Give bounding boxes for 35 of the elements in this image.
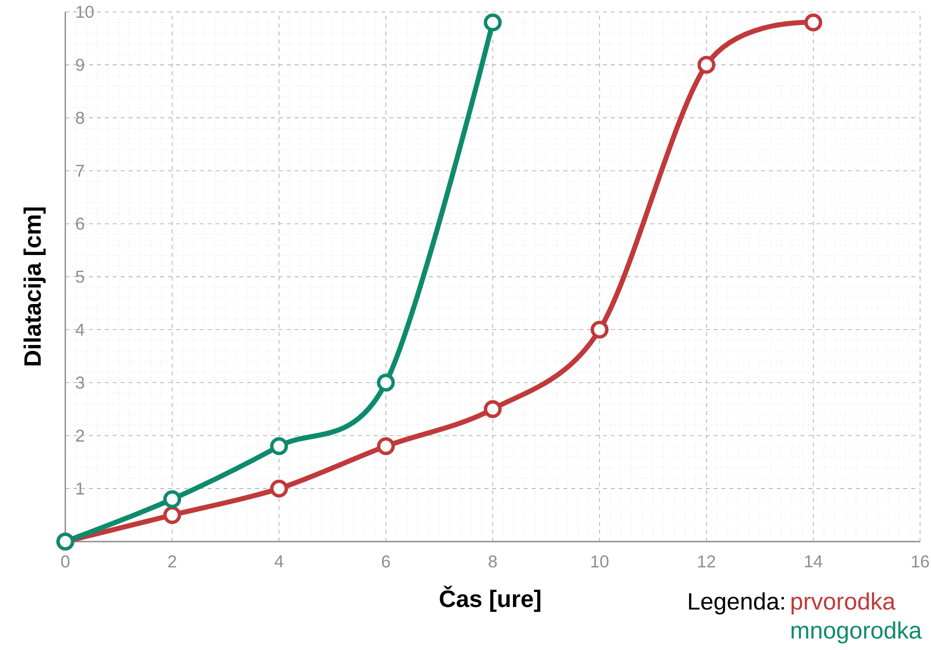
y-tick-label: 7: [76, 164, 84, 177]
x-tick-label: 8: [488, 555, 497, 568]
point: [697, 56, 716, 74]
x-tick-label: 10: [591, 555, 608, 568]
y-tick-label: 3: [76, 376, 84, 389]
x-tick-label: 4: [274, 555, 284, 568]
point: [163, 506, 182, 524]
y-tick-label: 10: [76, 6, 94, 18]
y-tick-label: 8: [76, 112, 84, 124]
y-axis-title: Dilatacija [cm]: [24, 207, 46, 366]
x-tick-label: 16: [912, 555, 929, 568]
point: [270, 437, 288, 456]
legend-title: Legenda:: [689, 592, 784, 614]
point: [163, 490, 182, 508]
x-tick-label: 12: [698, 555, 716, 568]
y-tick-label: 5: [76, 270, 84, 283]
y-tick-label: 2: [76, 430, 84, 442]
x-tick-label: 0: [61, 555, 70, 568]
x-tick-label: 6: [382, 555, 390, 568]
y-tick-label: 6: [76, 218, 84, 230]
y-tick-label: 1: [76, 482, 84, 494]
point: [590, 320, 609, 339]
x-tick-label: 14: [805, 555, 822, 568]
point: [484, 400, 502, 418]
point: [484, 13, 502, 32]
y-tick-label: 9: [76, 58, 84, 71]
point: [376, 374, 395, 392]
text: mnogorodka: [792, 621, 922, 644]
y-tick-label: 4: [76, 324, 84, 336]
x-tick-label: 2: [168, 555, 176, 568]
text: prvorodka: [792, 592, 896, 614]
point: [270, 479, 288, 498]
point: [376, 437, 395, 456]
x-axis-title: Čas [ure]: [440, 586, 540, 612]
point: [804, 13, 822, 32]
